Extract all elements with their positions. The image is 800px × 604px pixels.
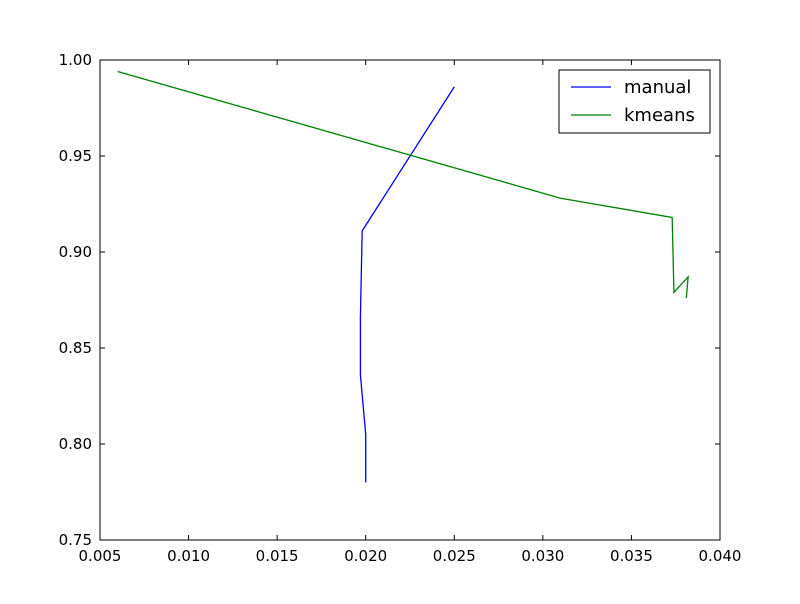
series-line-kmeans	[117, 70, 689, 299]
x-tick-label: 0.025	[433, 547, 476, 565]
y-tick-label: 0.80	[59, 435, 92, 453]
series-line-manual	[359, 86, 455, 483]
x-tick-label: 0.035	[610, 547, 653, 565]
legend-box	[558, 69, 711, 134]
x-tick-label: 0.020	[344, 547, 387, 565]
plot-area: 0.005 0.010 0.015 0.020 0.025 0.030 0.035 0.040…	[59, 51, 742, 565]
x-tick-label: 0.005	[79, 547, 122, 565]
x-tick-label: 0.030	[521, 547, 564, 565]
axes-frame	[99, 59, 721, 541]
y-tick-label: 0.85	[59, 339, 92, 357]
legend-label-manual: manual	[624, 77, 691, 98]
legend-label-kmeans: kmeans	[624, 105, 695, 126]
x-tick-label: 0.010	[167, 547, 210, 565]
x-tick-label: 0.015	[256, 547, 299, 565]
y-tick-label: 0.75	[59, 531, 92, 549]
y-tick-label: 0.95	[59, 147, 92, 165]
x-tick-label: 0.040	[699, 547, 742, 565]
y-tick-label: 1.00	[59, 51, 92, 69]
y-tick-label: 0.90	[59, 243, 92, 261]
